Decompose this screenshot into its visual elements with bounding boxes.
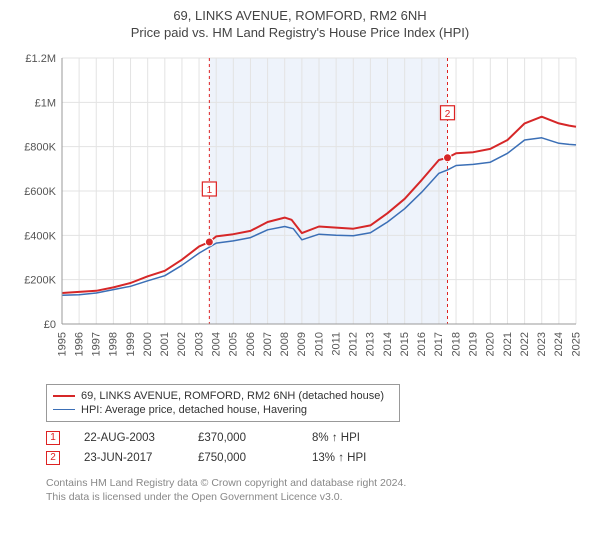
sale-marker: 1 [46, 431, 60, 445]
sale-marker: 2 [46, 451, 60, 465]
svg-text:1999: 1999 [125, 332, 137, 356]
sale-price: £370,000 [198, 432, 288, 444]
svg-text:£200K: £200K [24, 274, 56, 286]
svg-text:2020: 2020 [485, 332, 497, 356]
sale-delta: 13% ↑ HPI [312, 452, 402, 464]
sales-table: 1 22-AUG-2003 £370,000 8% ↑ HPI 2 23-JUN-2017… [46, 428, 586, 468]
svg-text:2025: 2025 [570, 332, 582, 356]
sale-date: 22-AUG-2003 [84, 432, 174, 444]
svg-text:2022: 2022 [519, 332, 531, 356]
svg-text:£800K: £800K [24, 141, 56, 153]
title-address: 69, LINKS AVENUE, ROMFORD, RM2 6NH [14, 8, 586, 25]
legend-swatch [53, 409, 75, 410]
page-root: 69, LINKS AVENUE, ROMFORD, RM2 6NH Price… [0, 0, 600, 560]
svg-text:2024: 2024 [553, 332, 565, 356]
svg-text:£1M: £1M [35, 97, 56, 109]
legend-swatch [53, 395, 75, 397]
svg-text:£1.2M: £1.2M [25, 53, 56, 65]
svg-text:£0: £0 [44, 319, 56, 331]
sale-row: 2 23-JUN-2017 £750,000 13% ↑ HPI [46, 448, 586, 468]
svg-text:2019: 2019 [468, 332, 480, 356]
svg-text:1996: 1996 [73, 332, 85, 356]
svg-text:2005: 2005 [228, 332, 240, 356]
svg-text:2012: 2012 [348, 332, 360, 356]
sale-price: £750,000 [198, 452, 288, 464]
footer-line1: Contains HM Land Registry data © Crown c… [46, 476, 586, 490]
svg-text:2010: 2010 [313, 332, 325, 356]
legend-label: 69, LINKS AVENUE, ROMFORD, RM2 6NH (deta… [81, 390, 384, 402]
chart: £0 £200K £400K £600K £800K £1M £1.2M 1995 1996 19… [14, 48, 586, 378]
svg-text:2018: 2018 [450, 332, 462, 356]
svg-text:2021: 2021 [502, 332, 514, 356]
sale-row: 1 22-AUG-2003 £370,000 8% ↑ HPI [46, 428, 586, 448]
svg-text:2007: 2007 [262, 332, 274, 356]
legend-item: HPI: Average price, detached house, Have… [53, 403, 393, 417]
sale-date: 23-JUN-2017 [84, 452, 174, 464]
svg-text:2009: 2009 [296, 332, 308, 356]
legend-label: HPI: Average price, detached house, Have… [81, 404, 307, 416]
svg-text:1998: 1998 [108, 332, 120, 356]
svg-text:2016: 2016 [416, 332, 428, 356]
svg-text:2000: 2000 [142, 332, 154, 356]
svg-text:2003: 2003 [193, 332, 205, 356]
svg-text:1: 1 [207, 185, 213, 196]
svg-text:£600K: £600K [24, 186, 56, 198]
sale-delta: 8% ↑ HPI [312, 432, 402, 444]
svg-text:2008: 2008 [279, 332, 291, 356]
legend: 69, LINKS AVENUE, ROMFORD, RM2 6NH (deta… [46, 384, 400, 422]
svg-text:2006: 2006 [245, 332, 257, 356]
svg-text:1997: 1997 [91, 332, 103, 356]
svg-text:2001: 2001 [159, 332, 171, 356]
svg-text:£400K: £400K [24, 230, 56, 242]
footer: Contains HM Land Registry data © Crown c… [46, 476, 586, 504]
svg-text:2013: 2013 [365, 332, 377, 356]
svg-text:1995: 1995 [56, 332, 68, 356]
svg-text:2017: 2017 [433, 332, 445, 356]
svg-text:2014: 2014 [382, 332, 394, 356]
svg-text:2011: 2011 [330, 332, 342, 356]
svg-text:2015: 2015 [399, 332, 411, 356]
legend-item: 69, LINKS AVENUE, ROMFORD, RM2 6NH (deta… [53, 389, 393, 403]
svg-text:2004: 2004 [210, 332, 222, 356]
svg-text:2: 2 [445, 109, 451, 120]
svg-text:2023: 2023 [536, 332, 548, 356]
title-subtitle: Price paid vs. HM Land Registry's House … [14, 25, 586, 42]
footer-line2: This data is licensed under the Open Gov… [46, 490, 586, 504]
chart-svg: £0 £200K £400K £600K £800K £1M £1.2M 1995 1996 19… [14, 48, 584, 378]
svg-text:2002: 2002 [176, 332, 188, 356]
